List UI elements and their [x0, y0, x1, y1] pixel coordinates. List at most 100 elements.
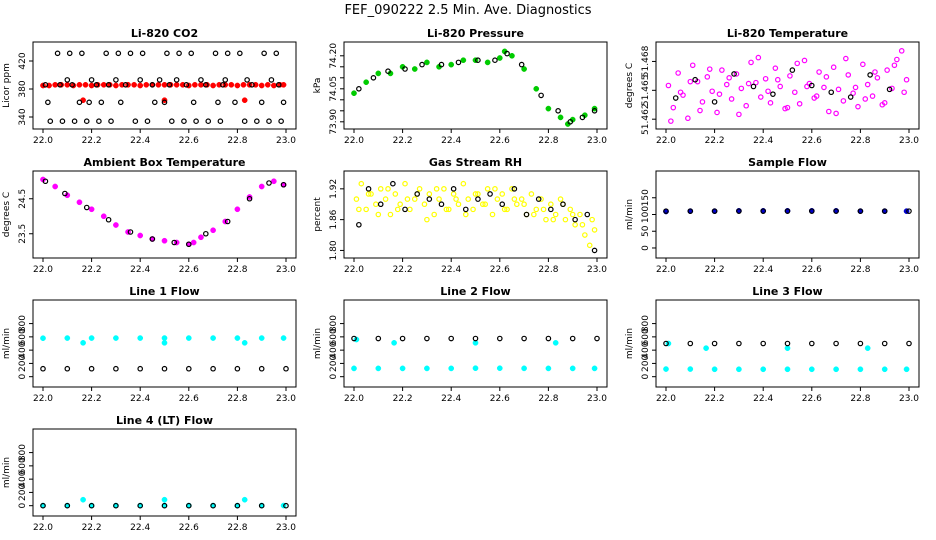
x-tick-label: 22.2: [393, 394, 413, 404]
plot-frame: [32, 170, 297, 259]
data-point: [181, 118, 187, 125]
data-point: [83, 204, 90, 211]
data-point: [501, 206, 508, 213]
data-point: [545, 335, 552, 342]
y-tick-label: 74.20: [329, 43, 339, 69]
data-point: [387, 211, 394, 218]
data-point: [552, 339, 559, 346]
x-tick-label: 22.2: [82, 265, 102, 275]
data-point: [88, 82, 95, 89]
data-point: [672, 95, 679, 101]
data-point: [594, 335, 600, 342]
y-tick-label: 0: [18, 503, 28, 509]
data-point: [161, 335, 168, 341]
y-tick-label: 420: [18, 52, 28, 69]
data-point: [151, 99, 158, 106]
data-point: [552, 211, 559, 218]
data-point: [375, 365, 382, 372]
y-tick-label: 74.05: [329, 76, 339, 102]
data-point: [132, 118, 139, 125]
x-tick-label: 22.4: [753, 265, 773, 275]
plot-frame: [343, 41, 608, 130]
data-point: [280, 99, 287, 106]
data-point: [171, 239, 178, 246]
chart-panel: Line 2 Flow ml/min 22.0 22.2 22.4 22.6 22.8 23.…: [313, 285, 608, 404]
data-point: [533, 85, 540, 92]
data-point: [149, 236, 156, 242]
y-tick-label: 200: [18, 484, 28, 501]
x-tick-label: 22.8: [538, 394, 558, 404]
data-point: [54, 50, 61, 57]
data-point: [127, 50, 134, 57]
y-tick-label: 600: [18, 457, 28, 474]
data-point: [203, 230, 209, 237]
data-points: [663, 207, 912, 215]
data-point: [164, 50, 170, 57]
x-tick-label: 22.4: [753, 394, 773, 404]
data-point: [535, 196, 542, 202]
data-point: [424, 216, 430, 223]
data-point: [399, 335, 406, 342]
data-point: [714, 109, 720, 116]
data-point: [584, 211, 591, 218]
x-tick-label: 22.0: [33, 136, 53, 146]
y-tick-label: 1.92: [329, 179, 339, 199]
data-point: [426, 191, 433, 197]
data-point: [234, 82, 241, 89]
data-point: [872, 69, 878, 75]
data-point: [186, 241, 192, 248]
data-point: [711, 99, 718, 105]
data-point: [258, 502, 265, 509]
data-point: [76, 199, 83, 206]
data-point: [821, 84, 827, 91]
data-point: [567, 119, 574, 125]
data-point: [173, 77, 180, 83]
data-point: [572, 216, 578, 223]
data-point: [356, 206, 362, 213]
data-point: [258, 99, 265, 106]
y-tick-label: 800: [329, 315, 339, 332]
data-point: [385, 68, 391, 75]
data-point: [198, 234, 204, 241]
data-point: [830, 64, 837, 71]
x-tick-label: 22.6: [802, 265, 822, 275]
x-tick-label: 23.0: [899, 265, 919, 275]
data-point: [472, 335, 479, 342]
data-point: [711, 208, 718, 214]
data-point: [562, 216, 569, 223]
data-point: [826, 108, 832, 115]
data-point: [496, 55, 503, 61]
data-point: [96, 118, 102, 125]
data-point: [808, 208, 815, 214]
chart-panel: Line 1 Flow ml/min 22.0 22.2 22.4 22.6 22.8 23.…: [2, 285, 297, 404]
data-point: [591, 227, 598, 233]
data-point: [137, 232, 144, 239]
data-point: [455, 201, 462, 208]
data-point: [167, 81, 174, 88]
data-point: [898, 48, 905, 54]
data-point: [760, 366, 767, 373]
data-point: [278, 118, 284, 125]
data-point: [424, 335, 430, 342]
data-point: [845, 72, 852, 78]
data-point: [365, 186, 372, 192]
data-point: [881, 340, 888, 347]
y-tick-label: 1.80: [329, 240, 339, 260]
y-tick-label: 1.86: [329, 209, 339, 229]
data-point: [64, 77, 71, 83]
data-point: [168, 118, 175, 125]
x-tick-label: 22.0: [33, 265, 53, 275]
data-point: [190, 99, 197, 106]
y-tick-label: 0: [18, 374, 28, 380]
data-point: [757, 94, 764, 100]
y-tick-label: 0: [641, 374, 651, 380]
data-point: [210, 502, 216, 509]
data-points: [40, 496, 289, 509]
y-tick-label: 800: [18, 315, 28, 332]
data-point: [402, 66, 408, 72]
y-tick-label: 400: [18, 470, 28, 487]
data-point: [579, 221, 586, 228]
data-point: [855, 103, 861, 110]
data-point: [689, 62, 696, 69]
x-tick-label: 23.0: [276, 394, 296, 404]
